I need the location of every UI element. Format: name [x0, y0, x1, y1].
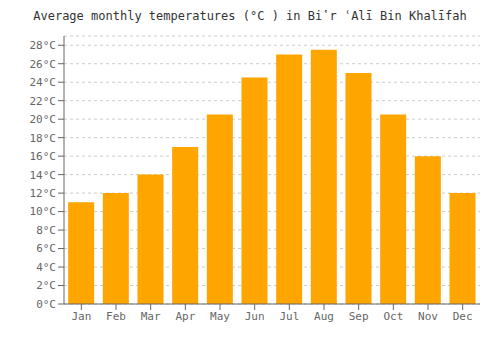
svg-text:14°C: 14°C — [30, 169, 57, 182]
svg-text:Oct: Oct — [383, 310, 403, 323]
html-text:Average monthly temperatures (: Average monthly temperatures (°C ) in Bi… — [33, 9, 467, 23]
svg-text:6°C: 6°C — [36, 242, 56, 255]
svg-text:16°C: 16°C — [30, 150, 57, 163]
svg-text:Dec: Dec — [453, 310, 473, 323]
svg-text:Jun: Jun — [245, 310, 265, 323]
svg-text:8°C: 8°C — [36, 224, 56, 237]
svg-text:Sep: Sep — [349, 310, 369, 323]
svg-text:Mar: Mar — [141, 310, 161, 323]
svg-text:24°C: 24°C — [30, 76, 57, 89]
svg-text:Feb: Feb — [106, 310, 126, 323]
svg-text:10°C: 10°C — [30, 205, 57, 218]
svg-text:Nov: Nov — [418, 310, 438, 323]
svg-text:4°C: 4°C — [36, 261, 56, 274]
svg-text:18°C: 18°C — [30, 132, 57, 145]
svg-text:2°C: 2°C — [36, 279, 56, 292]
svg-text:20°C: 20°C — [30, 113, 57, 126]
svg-text:May: May — [210, 310, 230, 323]
svg-text:28°C: 28°C — [30, 39, 57, 52]
svg-text:22°C: 22°C — [30, 95, 57, 108]
svg-text:0°C: 0°C — [36, 298, 56, 311]
svg-text:Jan: Jan — [71, 310, 91, 323]
svg-text:12°C: 12°C — [30, 187, 57, 200]
svg-text:Jul: Jul — [279, 310, 299, 323]
svg-text:Aug: Aug — [314, 310, 334, 323]
svg-text:Apr: Apr — [175, 310, 195, 323]
svg-text:26°C: 26°C — [30, 58, 57, 71]
